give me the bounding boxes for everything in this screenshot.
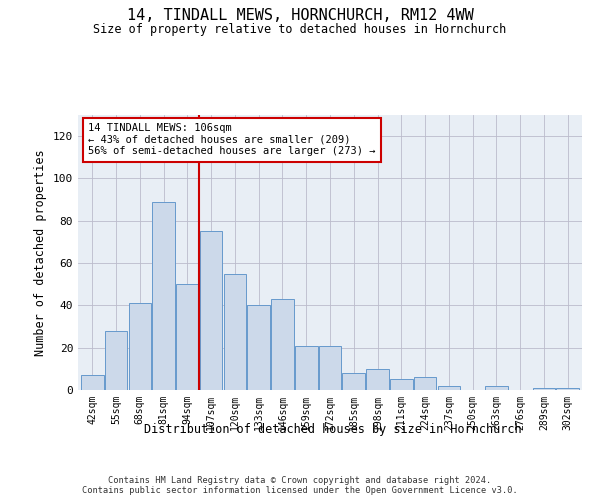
Bar (556, 388, 579, 390)
Text: Distribution of detached houses by size in Hornchurch: Distribution of detached houses by size … (144, 422, 522, 436)
Text: 14 TINDALL MEWS: 106sqm
← 43% of detached houses are smaller (209)
56% of semi-d: 14 TINDALL MEWS: 106sqm ← 43% of detache… (88, 123, 376, 156)
Bar (295, 346, 317, 390)
Text: Contains HM Land Registry data © Crown copyright and database right 2024.
Contai: Contains HM Land Registry data © Crown c… (82, 476, 518, 495)
Bar (437, 386, 460, 390)
Bar (414, 378, 436, 390)
Bar (105, 331, 127, 390)
Bar (81, 375, 104, 390)
Bar (319, 346, 341, 390)
Bar (200, 232, 223, 390)
Bar (176, 284, 199, 390)
Bar (485, 386, 508, 390)
Y-axis label: Number of detached properties: Number of detached properties (34, 149, 47, 356)
Bar (366, 369, 389, 390)
Bar (128, 304, 151, 390)
Bar (271, 299, 294, 390)
Bar (152, 202, 175, 390)
Bar (224, 274, 246, 390)
Text: 14, TINDALL MEWS, HORNCHURCH, RM12 4WW: 14, TINDALL MEWS, HORNCHURCH, RM12 4WW (127, 8, 473, 22)
Bar (533, 388, 555, 390)
Bar (390, 380, 413, 390)
Text: Size of property relative to detached houses in Hornchurch: Size of property relative to detached ho… (94, 22, 506, 36)
Bar (247, 306, 270, 390)
Bar (343, 373, 365, 390)
